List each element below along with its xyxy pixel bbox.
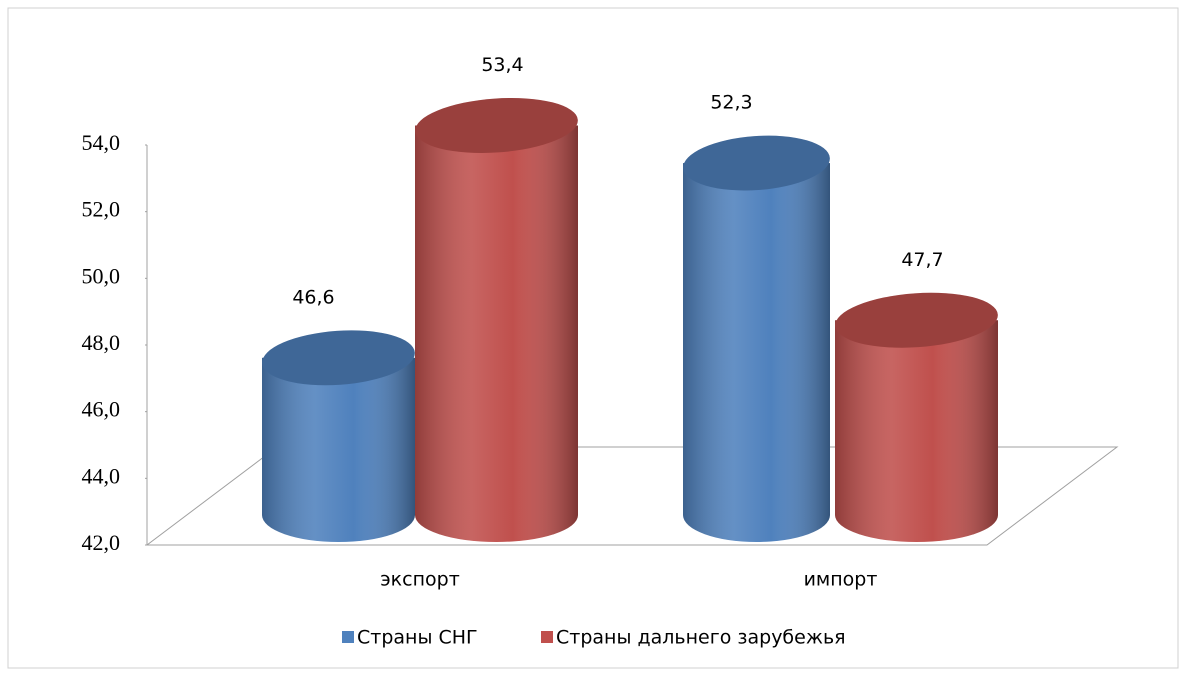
data-label: 52,3 — [710, 92, 752, 114]
data-label: 47,7 — [901, 249, 943, 271]
cylinder-top-shade — [835, 292, 998, 348]
y-tick-label: 52,0 — [82, 197, 121, 222]
legend-label: Страны дальнего зарубежья — [556, 627, 846, 649]
cylinder-top-shade — [683, 135, 830, 191]
cylinder-top-shade — [415, 97, 578, 154]
cylinder-body-shade — [415, 125, 578, 515]
cylinder-top-shade — [262, 330, 415, 386]
cylinder-top — [683, 135, 830, 191]
cylinder — [683, 135, 830, 542]
legend-swatch — [342, 631, 354, 643]
x-tick-label: экспорт — [380, 569, 460, 591]
data-label: 46,6 — [292, 286, 334, 308]
cylinder-body-shade — [683, 163, 830, 516]
cylinder — [262, 330, 415, 542]
y-tick-label: 50,0 — [82, 263, 121, 288]
y-tick-label: 48,0 — [82, 330, 121, 355]
y-tick-label: 44,0 — [82, 463, 121, 488]
x-tick-label: импорт — [804, 569, 878, 591]
cylinder-body-shade — [835, 320, 998, 515]
chart-frame — [7, 7, 1179, 669]
cylinder — [835, 292, 998, 542]
y-tick-label: 46,0 — [82, 397, 121, 422]
cylinder-top — [415, 97, 578, 154]
cylinder — [415, 97, 578, 542]
data-label: 53,4 — [481, 54, 523, 76]
cylinder-top — [835, 292, 998, 348]
y-tick-label: 54,0 — [82, 130, 121, 155]
y-tick-label: 42,0 — [82, 530, 121, 555]
legend-label: Страны СНГ — [357, 627, 478, 649]
cylinder-top — [262, 330, 415, 386]
floor — [145, 446, 1119, 546]
legend-swatch — [541, 631, 553, 643]
